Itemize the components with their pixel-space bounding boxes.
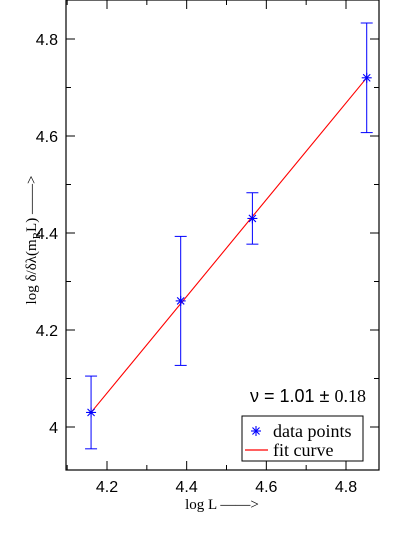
y-tick-label: 4.4 [36, 226, 58, 243]
y-axis-title-subscript: R [31, 231, 43, 239]
nu-error: 0.18 [334, 386, 366, 406]
fit-curve-series [90, 77, 368, 413]
x-tick-label: 4.8 [335, 479, 357, 496]
legend-box [241, 415, 364, 462]
data-point [174, 235, 187, 366]
x-tick-label: 4.6 [255, 479, 277, 496]
nu-annotation: ν = 1.01 ±0.18 [250, 386, 366, 406]
plus-minus-sign: ± [320, 386, 330, 406]
data-point [246, 192, 259, 245]
legend: data points fit curve [241, 415, 364, 462]
fit-curve-line [90, 77, 368, 413]
y-tick-label: 4.8 [36, 32, 58, 49]
point-marker [361, 72, 372, 83]
y-axis-title-suffix: L) ——> [24, 176, 40, 232]
point-marker [86, 407, 97, 418]
y-tick-label: 4.6 [36, 129, 58, 146]
data-point [360, 22, 373, 134]
x-tick-label: 4.2 [96, 479, 118, 496]
y-tick-label: 4.2 [36, 323, 58, 340]
x-tick-label: 4.4 [176, 479, 198, 496]
y-tick-labels: 4 4.2 4.4 4.6 4.8 [36, 32, 58, 437]
y-axis-title-main: log δ/δλ(m [24, 239, 40, 304]
x-axis-title: log L ——> [185, 497, 259, 513]
legend-label-fit-curve: fit curve [273, 440, 333, 460]
x-tick-labels: 4.2 4.4 4.6 4.8 [96, 479, 357, 496]
data-points-series [85, 22, 373, 450]
y-tick-label: 4 [49, 420, 58, 437]
ticks [66, 0, 379, 470]
legend-asterisk-icon [251, 426, 261, 436]
plot-frame [65, 0, 380, 471]
point-marker [175, 295, 186, 306]
point-marker [247, 213, 258, 224]
data-point [85, 375, 98, 450]
y-axis-title: log δ/δλ(mRL) ——> [24, 176, 43, 305]
legend-asterisk [251, 426, 261, 436]
legend-label-data-points: data points [273, 421, 352, 441]
nu-value: ν = 1.01 [250, 386, 315, 406]
